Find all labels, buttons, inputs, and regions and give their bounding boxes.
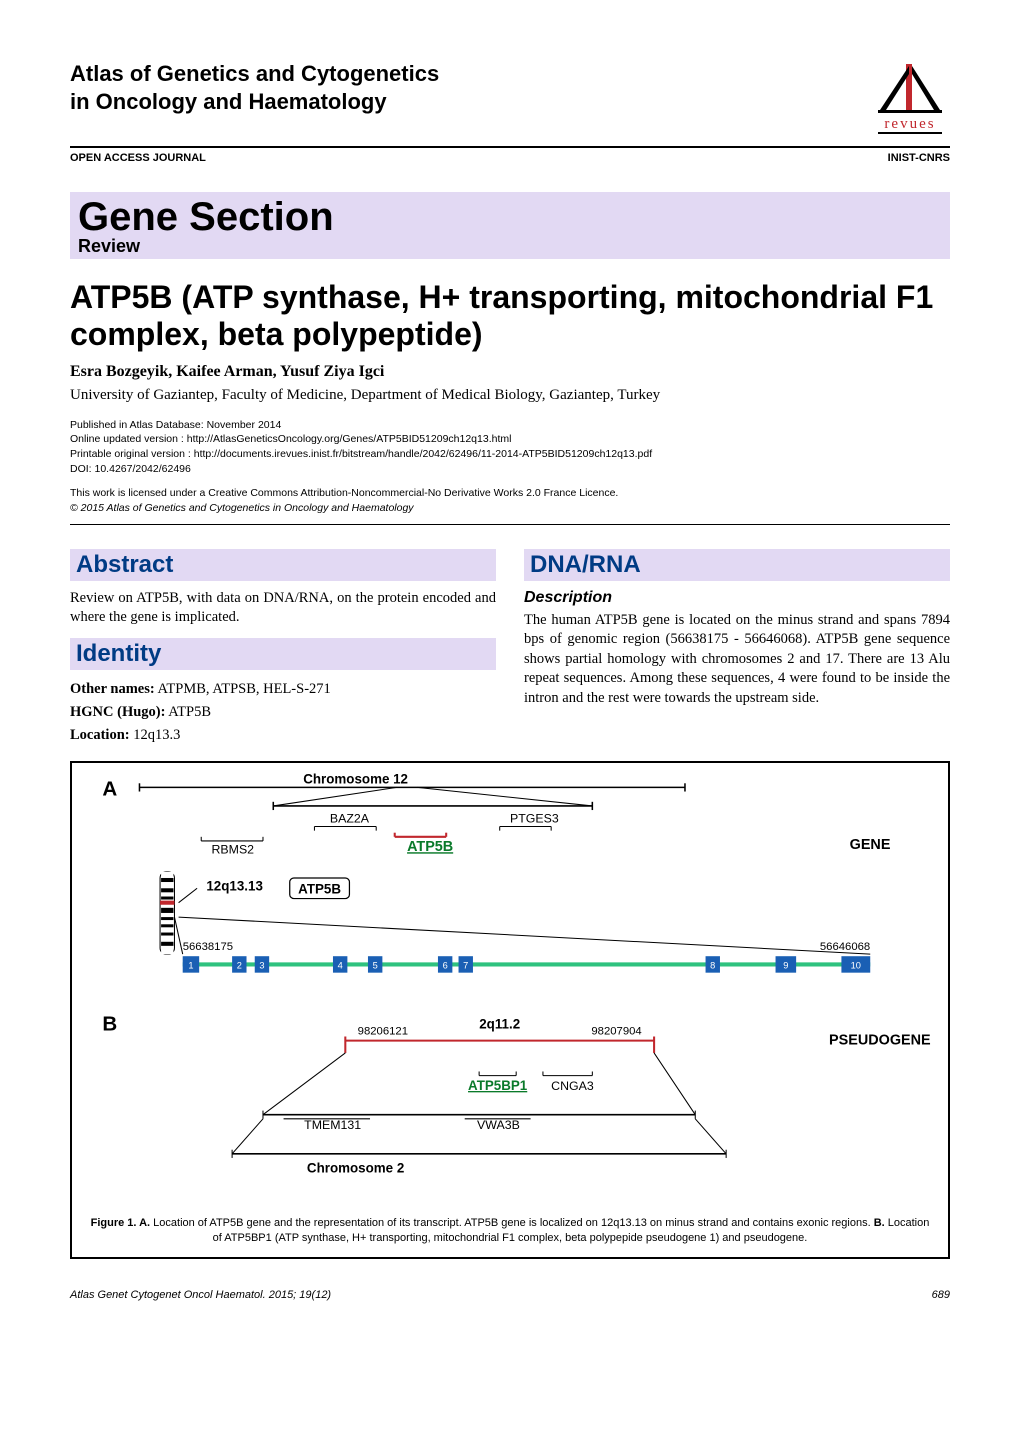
svg-text:3: 3 <box>259 961 264 971</box>
gene-label-right: GENE <box>850 838 891 854</box>
location-value: 12q13.3 <box>130 727 181 743</box>
meta-online: Online updated version : http://AtlasGen… <box>70 432 950 447</box>
hgnc-value: ATP5B <box>165 704 211 720</box>
license-line2: © 2015 Atlas of Genetics and Cytogenetic… <box>70 501 950 516</box>
coord-b-left: 98206121 <box>358 1026 408 1038</box>
gene-baz2a: BAZ2A <box>330 812 370 826</box>
affiliation: University of Gaziantep, Faculty of Medi… <box>70 387 950 404</box>
other-names-value: ATPMB, ATPSB, HEL-S-271 <box>155 681 331 697</box>
license-line1: This work is licensed under a Creative C… <box>70 486 950 501</box>
subheader: OPEN ACCESS JOURNAL INIST-CNRS <box>70 152 950 164</box>
atp5b-box: ATP5B <box>298 882 341 897</box>
article-title: ATP5B (ATP synthase, H+ transporting, mi… <box>70 279 950 353</box>
gene-cnga3: CNGA3 <box>551 1079 594 1093</box>
locus-label: 12q13.13 <box>206 879 263 894</box>
page-footer: Atlas Genet Cytogenet Oncol Haematol. 20… <box>70 1289 950 1301</box>
authors: Esra Bozgeyik, Kaifee Arman, Yusuf Ziya … <box>70 363 950 381</box>
abstract-body: Review on ATP5B, with data on DNA/RNA, o… <box>70 589 496 628</box>
journal-title-line2: in Oncology and Haematology <box>70 88 439 116</box>
license-block: This work is licensed under a Creative C… <box>70 486 950 524</box>
identity-heading: Identity <box>70 638 496 670</box>
meta-published: Published in Atlas Database: November 20… <box>70 418 950 433</box>
svg-text:4: 4 <box>338 961 343 971</box>
gene-atp5bp1: ATP5BP1 <box>468 1078 528 1093</box>
footer-citation: Atlas Genet Cytogenet Oncol Haematol. 20… <box>70 1289 331 1301</box>
svg-text:revues: revues <box>884 116 935 132</box>
svg-text:10: 10 <box>851 961 861 971</box>
journal-title-block: Atlas of Genetics and Cytogenetics in On… <box>70 60 439 115</box>
svg-text:2: 2 <box>237 961 242 971</box>
revues-logo: revues <box>870 60 950 140</box>
figure-svg: A Chromosome 12 BAZ2A PTGES3 RBMS2 ATP5B… <box>88 773 932 1205</box>
left-column: Abstract Review on ATP5B, with data on D… <box>70 539 496 748</box>
two-column-body: Abstract Review on ATP5B, with data on D… <box>70 539 950 748</box>
journal-title-line1: Atlas of Genetics and Cytogenetics <box>70 60 439 88</box>
pseudogene-label: PSEUDOGENE <box>829 1033 931 1049</box>
caption-a-text: Location of ATP5B gene and the represent… <box>150 1217 874 1229</box>
figure-1: A Chromosome 12 BAZ2A PTGES3 RBMS2 ATP5B… <box>70 761 950 1259</box>
section-banner-title: Gene Section <box>78 196 942 238</box>
publication-meta: Published in Atlas Database: November 20… <box>70 418 950 477</box>
svg-text:7: 7 <box>463 961 468 971</box>
gene-atp5b: ATP5B <box>407 840 453 856</box>
figure-caption: Figure 1. A. Location of ATP5B gene and … <box>88 1216 932 1246</box>
gene-tmem131: TMEM131 <box>304 1119 361 1133</box>
coord-right: 56646068 <box>820 941 870 953</box>
caption-prefix: Figure 1. A. <box>91 1217 151 1229</box>
svg-text:6: 6 <box>443 961 448 971</box>
panel-a-label: A <box>102 778 117 801</box>
meta-printable: Printable original version : http://docu… <box>70 447 950 462</box>
svg-text:1: 1 <box>188 961 193 971</box>
svg-text:8: 8 <box>710 961 715 971</box>
other-names-line: Other names: ATPMB, ATPSB, HEL-S-271 <box>70 678 496 701</box>
hgnc-label: HGNC (Hugo): <box>70 704 165 720</box>
caption-b-label: B. <box>874 1217 885 1229</box>
footer-page-number: 689 <box>932 1289 950 1301</box>
locus-2q: 2q11.2 <box>479 1017 520 1032</box>
dnarna-heading: DNA/RNA <box>524 549 950 581</box>
chrom2-title: Chromosome 2 <box>307 1161 404 1176</box>
location-line: Location: 12q13.3 <box>70 724 496 747</box>
location-label: Location: <box>70 727 130 743</box>
gene-ptges3: PTGES3 <box>510 812 559 826</box>
description-body: The human ATP5B gene is located on the m… <box>524 611 950 709</box>
ideogram <box>160 872 174 954</box>
page-header: Atlas of Genetics and Cytogenetics in On… <box>70 60 950 148</box>
inist-label: INIST-CNRS <box>888 152 950 164</box>
gene-vwa3b: VWA3B <box>477 1119 520 1133</box>
meta-doi: DOI: 10.4267/2042/62496 <box>70 462 950 477</box>
coord-left: 56638175 <box>183 941 233 953</box>
svg-text:9: 9 <box>783 961 788 971</box>
right-column: DNA/RNA Description The human ATP5B gene… <box>524 539 950 748</box>
panel-b-label: B <box>102 1013 117 1036</box>
chrom12-title: Chromosome 12 <box>303 773 408 786</box>
section-banner: Gene Section Review <box>70 192 950 259</box>
hgnc-line: HGNC (Hugo): ATP5B <box>70 701 496 724</box>
coord-b-right: 98207904 <box>591 1026 641 1038</box>
description-heading: Description <box>524 589 950 607</box>
open-access-label: OPEN ACCESS JOURNAL <box>70 152 206 164</box>
abstract-heading: Abstract <box>70 549 496 581</box>
gene-rbms2: RBMS2 <box>212 843 255 857</box>
svg-text:5: 5 <box>373 961 378 971</box>
other-names-label: Other names: <box>70 681 155 697</box>
section-banner-subtitle: Review <box>78 236 942 257</box>
